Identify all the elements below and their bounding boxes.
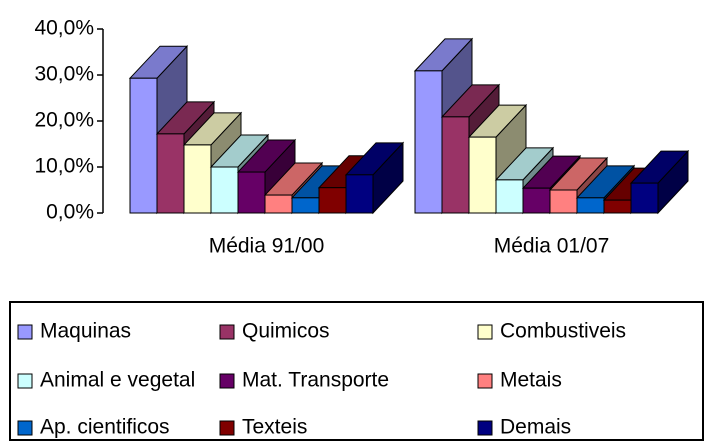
legend-label: Animal e vegetal [40, 369, 195, 392]
legend-swatch [219, 373, 235, 389]
legend-swatch [17, 324, 33, 340]
y-tick-label: 40,0% [34, 17, 94, 40]
bar [630, 182, 659, 214]
bar [264, 194, 293, 214]
y-tick-label: 0,0% [46, 201, 94, 224]
bar [156, 133, 185, 214]
legend-label: Demais [500, 416, 571, 439]
x-tick-label: Média 91/00 [209, 235, 325, 258]
legend-label: Maquinas [40, 320, 131, 343]
bar [318, 187, 347, 214]
legend-label: Combustiveis [500, 320, 626, 343]
y-tick-label: 10,0% [34, 155, 94, 178]
bar [345, 174, 374, 214]
y-tick-label: 30,0% [34, 63, 94, 86]
bar [468, 136, 497, 214]
bar [210, 166, 239, 214]
legend-label: Metais [500, 369, 562, 392]
legend-swatch [477, 420, 493, 436]
y-tick-label: 20,0% [34, 109, 94, 132]
legend-label: Ap. cientificos [40, 416, 170, 439]
bar [495, 179, 524, 214]
x-tick-label: Média 01/07 [494, 235, 610, 258]
legend-swatch [219, 324, 235, 340]
bar [129, 77, 158, 214]
bar [576, 197, 605, 214]
legend-swatch [17, 373, 33, 389]
bar [549, 189, 578, 214]
bar [603, 199, 632, 214]
legend-swatch [17, 420, 33, 436]
bar [522, 187, 551, 214]
bar [291, 197, 320, 214]
legend-swatch [477, 324, 493, 340]
legend-label: Texteis [242, 416, 307, 439]
bar [414, 70, 443, 214]
legend-box [9, 301, 704, 441]
legend-swatch [477, 373, 493, 389]
bar [441, 116, 470, 214]
bar [237, 171, 266, 214]
legend-label: Mat. Transporte [242, 369, 389, 392]
bar [183, 144, 212, 214]
legend-swatch [219, 420, 235, 436]
legend-label: Quimicos [242, 320, 330, 343]
